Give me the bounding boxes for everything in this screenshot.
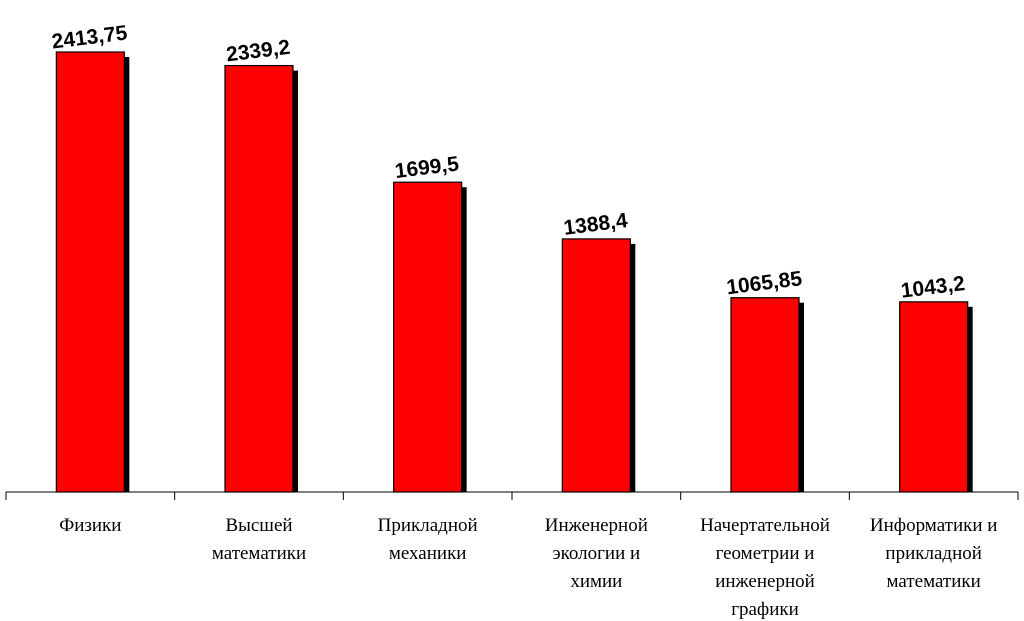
data-label: 1388,4: [562, 209, 629, 240]
bar: [224, 64, 294, 493]
labels-layer: 2413,75 Физики 2339,2 Высшей математики 1699,…: [50, 21, 997, 620]
data-label: 2339,2: [225, 36, 292, 67]
category-label: Информатики и прикладной математики: [870, 515, 998, 592]
category-label: Высшей математики: [212, 515, 306, 564]
bar: [730, 297, 800, 493]
category-label: Физики: [59, 515, 121, 536]
bars-layer: [55, 51, 973, 493]
data-label: 1699,5: [394, 152, 461, 183]
data-label: 1043,2: [900, 272, 967, 303]
bar: [561, 238, 631, 493]
bar: [55, 51, 125, 493]
x-axis-ticks: [5, 492, 1019, 500]
category-label: Инженерной экологии и химии: [545, 515, 648, 592]
data-label: 1065,85: [725, 267, 803, 299]
category-label: Прикладной механики: [378, 515, 478, 564]
bar: [393, 181, 463, 493]
bar: [899, 301, 969, 493]
data-label: 2413,75: [50, 21, 128, 53]
category-label: Начертательной геометрии и инженерной графи…: [700, 515, 830, 620]
